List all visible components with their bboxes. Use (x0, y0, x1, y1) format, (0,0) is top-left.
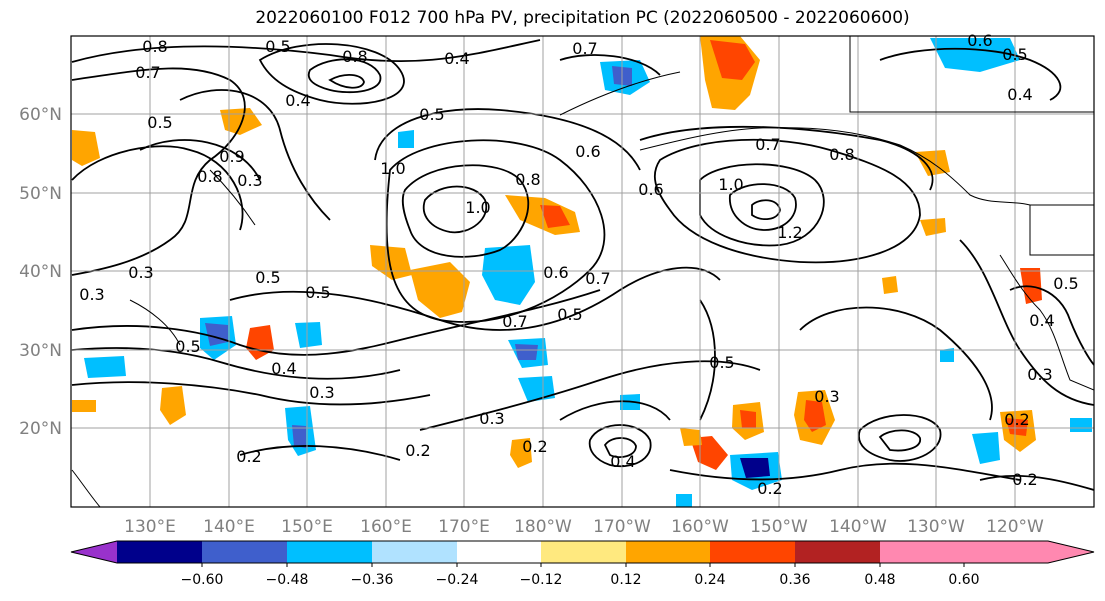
contour-label: 1.0 (465, 198, 490, 217)
colorbar-tick-label: −0.60 (181, 572, 224, 588)
colorbar-segment (626, 541, 710, 563)
contour-label: 0.8 (342, 47, 367, 66)
map-gridlines (71, 36, 1094, 507)
contour-label: 0.8 (142, 37, 167, 56)
contour-label: 0.5 (709, 353, 734, 372)
contour-label: 0.7 (572, 39, 597, 58)
colorbar-tick-label: 0.36 (779, 572, 810, 588)
contour-label: 0.5 (1053, 274, 1078, 293)
contour-label: 0.2 (757, 479, 782, 498)
contour-label: 0.4 (610, 452, 635, 471)
contour-label: 0.2 (522, 437, 547, 456)
lat-label: 30°N (19, 341, 62, 361)
lat-label: 40°N (19, 262, 62, 282)
colorbar-tick-label: −0.36 (351, 572, 394, 588)
contour-label: 0.5 (557, 305, 582, 324)
contour-label: 0.5 (305, 283, 330, 302)
colorbar-segment (795, 541, 880, 563)
contour-label: 1.2 (777, 223, 802, 242)
colorbar-segment (117, 541, 202, 563)
contour-label: 0.6 (575, 142, 600, 161)
contour-label: 0.7 (502, 312, 527, 331)
lon-label: 170°E (438, 517, 490, 537)
contour-label: 0.5 (419, 105, 444, 124)
lon-label: 180°W (514, 517, 572, 537)
contour-label: 0.6 (638, 180, 663, 199)
colorbar-under-arrow (71, 541, 117, 563)
colorbar-tick-label: 0.48 (864, 572, 895, 588)
contour-label: 0.2 (236, 447, 261, 466)
contour-label: 0.3 (479, 409, 504, 428)
contour-label: 0.5 (147, 113, 172, 132)
colorbar-segment (287, 541, 372, 563)
contour-label: 0.3 (309, 383, 334, 402)
contour-label: 1.0 (380, 159, 405, 178)
contour-label: 0.8 (829, 145, 854, 164)
colorbar-tick-label: −0.12 (520, 572, 563, 588)
contour-label: 0.4 (285, 91, 310, 110)
coastlines (71, 36, 1094, 507)
lon-label: 140°W (829, 517, 887, 537)
lat-label: 60°N (19, 105, 62, 125)
colorbar-segment (710, 541, 795, 563)
colorbar-segment (457, 541, 541, 563)
colorbar-segment (202, 541, 287, 563)
contour-label: 0.2 (1004, 410, 1029, 429)
lat-label: 50°N (19, 184, 62, 204)
contour-label: 0.5 (255, 268, 280, 287)
contour-label: 0.5 (265, 37, 290, 56)
colorbar-segment (541, 541, 626, 563)
lat-label: 20°N (19, 419, 62, 439)
lon-label: 170°W (593, 517, 651, 537)
contour-label: 0.4 (1029, 311, 1054, 330)
colorbar-tick-label: −0.48 (266, 572, 309, 588)
contour-label: 0.7 (585, 269, 610, 288)
colorbar-tick-label: 0.12 (610, 572, 641, 588)
lon-label: 160°W (671, 517, 729, 537)
lon-label: 130°E (124, 517, 176, 537)
colorbar-tick-label: −0.24 (436, 572, 479, 588)
contour-label: 0.3 (128, 263, 153, 282)
contour-label: 0.3 (79, 285, 104, 304)
contour-label: 0.2 (405, 441, 430, 460)
longitude-labels: 130°E 140°E 150°E 160°E 170°E 180°W 170°… (124, 517, 1044, 537)
lon-label: 150°W (750, 517, 808, 537)
lon-label: 160°E (360, 517, 412, 537)
lon-label: 150°E (281, 517, 333, 537)
latitude-labels: 60°N 50°N 40°N 30°N 20°N (19, 105, 62, 439)
contour-labels: 0.8 0.50.70.8 0.40.7 0.60.50.30.40.50.80.91… (79, 31, 1078, 498)
contour-label: 0.4 (271, 359, 296, 378)
lon-label: 120°W (986, 517, 1044, 537)
colorbar-tick-label: 0.60 (948, 572, 979, 588)
contour-label: 0.5 (175, 337, 200, 356)
colorbar-segment (372, 541, 457, 563)
contour-label: 0.7 (135, 63, 160, 82)
contour-label: 0.8 (515, 170, 540, 189)
precip-positive-shading (72, 36, 1042, 470)
colorbar: −0.60 −0.48 −0.36 −0.24 −0.12 0.12 0.24 … (70, 540, 1095, 588)
contour-label: 0.9 (219, 147, 244, 166)
contour-label: 0.8 (197, 167, 222, 186)
colorbar-over-arrow (964, 541, 1094, 563)
contour-label: 0.7 (755, 135, 780, 154)
contour-label: 0.6 (543, 263, 568, 282)
contour-label: 0.4 (1007, 85, 1032, 104)
contour-label: 0.4 (444, 49, 469, 68)
lon-label: 130°W (907, 517, 965, 537)
contour-label: 0.3 (1027, 365, 1052, 384)
contour-label: 0.3 (814, 387, 839, 406)
contour-label: 0.2 (1012, 470, 1037, 489)
contour-label: 0.6 (967, 31, 992, 50)
map-title: 2022060100 F012 700 hPa PV, precipitatio… (255, 8, 910, 28)
contour-label: 1.0 (718, 175, 743, 194)
colorbar-outline (70, 540, 1095, 564)
lon-label: 140°E (203, 517, 255, 537)
colorbar-tick-label: 0.24 (694, 572, 725, 588)
colorbar-segment (880, 541, 964, 563)
map-border (70, 35, 1095, 508)
contour-label: 0.5 (1002, 45, 1027, 64)
contour-label: 0.3 (237, 171, 262, 190)
